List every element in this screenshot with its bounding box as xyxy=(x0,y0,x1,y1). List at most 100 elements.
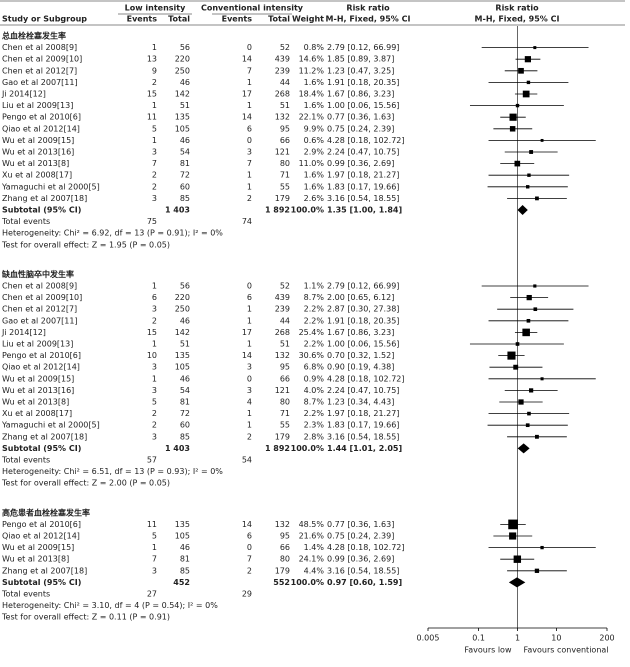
ci-label: 1.91 [0.18, 20.35] xyxy=(327,78,399,87)
subtotal-diamond xyxy=(517,443,530,454)
total: 72 xyxy=(180,409,190,418)
total: 439 xyxy=(275,55,290,64)
total: 105 xyxy=(175,124,190,133)
total: 71 xyxy=(280,409,290,418)
subtotal-name: Subtotal (95% CI) xyxy=(2,206,81,215)
study-square xyxy=(526,185,530,189)
total: 46 xyxy=(180,78,190,87)
events: 2 xyxy=(152,78,157,87)
study-square xyxy=(535,434,539,439)
events: 7 xyxy=(247,66,252,75)
ci-label: 1.97 [0.18, 21.27] xyxy=(327,171,399,180)
total: 105 xyxy=(175,363,190,372)
events: 74 xyxy=(242,217,252,226)
effect-header: Risk ratio xyxy=(346,4,390,13)
study-square xyxy=(513,364,519,370)
total: 179 xyxy=(275,566,290,575)
study-square xyxy=(507,351,516,360)
study-name: Zhang et al 2007[18] xyxy=(2,194,87,203)
events: 1 xyxy=(152,136,157,145)
weight: 2.3% xyxy=(304,421,325,430)
study-square xyxy=(534,568,540,573)
events: 11 xyxy=(147,113,157,122)
subtotal-name: Subtotal (95% CI) xyxy=(2,578,81,587)
weight: 1.6% xyxy=(304,101,325,110)
study-name: Wu et al 2009[15] xyxy=(2,136,74,145)
study-name: Qiao et al 2012[14] xyxy=(2,124,80,133)
study-square xyxy=(524,56,531,63)
group-header: Conventional intensity xyxy=(201,4,304,13)
total-events-label: Total events xyxy=(1,456,50,465)
weight: 2.9% xyxy=(304,148,325,157)
ci-label: 2.79 [0.12, 66.99] xyxy=(327,43,399,52)
events: 2 xyxy=(152,171,157,180)
study-name: Pengo et al 2010[6] xyxy=(2,520,81,529)
ci-label: 0.77 [0.36, 1.63] xyxy=(327,520,394,529)
events: 14 xyxy=(242,520,252,529)
weight: 6.8% xyxy=(304,363,325,372)
events: 5 xyxy=(152,398,157,407)
weight: 8.7% xyxy=(304,398,325,407)
weight: 4.0% xyxy=(304,386,325,395)
study-name: Ji 2014[12] xyxy=(1,90,46,99)
total: 121 xyxy=(275,148,290,157)
total: 54 xyxy=(180,148,190,157)
total: 135 xyxy=(175,113,190,122)
weight: 1.1% xyxy=(304,282,325,291)
total: 52 xyxy=(280,43,290,52)
weight: 21.6% xyxy=(299,532,325,541)
total: 239 xyxy=(275,66,290,75)
total-events-label: Total events xyxy=(1,217,50,226)
total: 55 xyxy=(280,182,290,191)
study-square xyxy=(540,138,544,142)
ci-label: 0.77 [0.36, 1.63] xyxy=(327,113,394,122)
weight: 0.6% xyxy=(304,136,325,145)
x-tick-label: 1 xyxy=(515,634,520,643)
events: 3 xyxy=(152,363,157,372)
total: 56 xyxy=(180,43,190,52)
total: 1 403 xyxy=(165,206,190,215)
study-square xyxy=(527,173,531,177)
study-name: Xu et al 2008[17] xyxy=(2,409,72,418)
weight: 9.9% xyxy=(304,124,325,133)
events: 15 xyxy=(147,90,157,99)
study-square xyxy=(509,126,516,132)
study-square xyxy=(533,284,537,288)
heterogeneity: Heterogeneity: Chi² = 6.92, df = 13 (P =… xyxy=(2,229,223,238)
total: 80 xyxy=(280,555,290,564)
study-name: Yamaguchi et al 2000[5] xyxy=(1,421,100,430)
total: 55 xyxy=(280,421,290,430)
total: 71 xyxy=(280,171,290,180)
study-name: Chen et al 2009[10] xyxy=(2,55,82,64)
total: 51 xyxy=(180,101,190,110)
subgroup-title: 总血栓栓塞发生率 xyxy=(2,31,66,41)
x-tick-label: 200 xyxy=(599,634,614,643)
subtotal-name: Subtotal (95% CI) xyxy=(2,444,81,453)
study-square xyxy=(540,377,544,381)
events: 14 xyxy=(242,351,252,360)
total: 135 xyxy=(175,520,190,529)
weight: 2.8% xyxy=(304,432,325,441)
events: 7 xyxy=(152,159,157,168)
ci-label: 1.91 [0.18, 20.35] xyxy=(327,316,399,325)
events: 6 xyxy=(247,293,252,302)
study-square xyxy=(522,328,530,337)
study-name: Qiao et al 2012[14] xyxy=(2,363,80,372)
study-name: Liu et al 2009[13] xyxy=(2,101,73,110)
study-square xyxy=(525,423,530,428)
events: 1 xyxy=(152,101,157,110)
study-name: Zhang et al 2007[18] xyxy=(2,432,87,441)
overall-effect: Test for overall effect: Z = 0.11 (P = 0… xyxy=(1,613,170,622)
total: 121 xyxy=(275,386,290,395)
ci-label: 1.23 [0.47, 3.25] xyxy=(327,66,394,75)
total: 66 xyxy=(280,543,290,552)
weight: 22.1% xyxy=(299,113,325,122)
events: 1 xyxy=(247,316,252,325)
events: 5 xyxy=(152,532,157,541)
study-name: Zhang et al 2007[18] xyxy=(2,566,87,575)
events: 54 xyxy=(242,456,252,465)
x-tick-label: 0.005 xyxy=(417,634,440,643)
ci-label: 1.23 [0.34, 4.43] xyxy=(327,398,394,407)
weight: 2.2% xyxy=(304,340,325,349)
study-name: Wu et al 2013[8] xyxy=(2,398,69,407)
